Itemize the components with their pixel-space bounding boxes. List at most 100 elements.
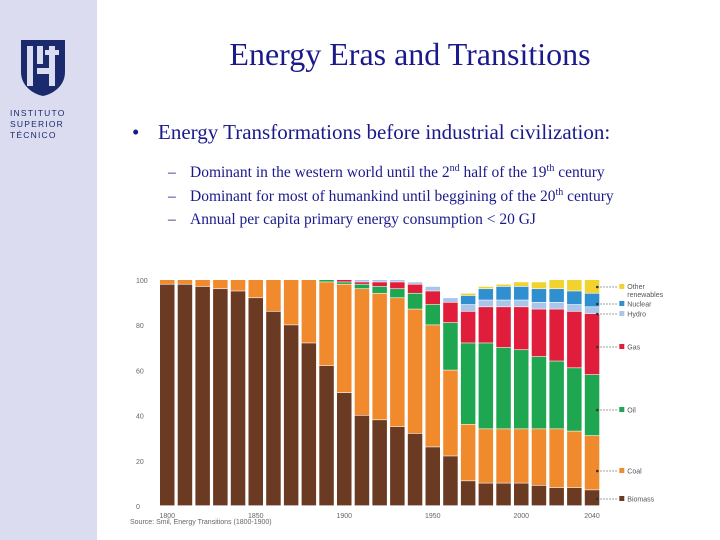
bar-segment-coal	[407, 309, 423, 434]
bar-segment-coal	[195, 280, 210, 287]
bar-segment-other-renewables	[478, 286, 494, 289]
bar-segment-hydro	[354, 280, 370, 282]
legend-dot	[596, 302, 599, 306]
bar-segment-oil	[496, 347, 511, 429]
bar-segment-oil	[407, 293, 423, 309]
bar-segment-hydro	[425, 286, 440, 291]
bar-segment-hydro	[496, 300, 511, 307]
sub-bullet: – Dominant for most of humankind until be…	[168, 187, 614, 206]
bar-segment-biomass	[230, 291, 246, 506]
sup-text: th	[555, 187, 564, 198]
legend-dot	[596, 312, 599, 316]
legend-swatch	[619, 311, 625, 316]
logo-line: TÉCNICO	[10, 130, 57, 140]
bar-segment-gas	[425, 291, 440, 305]
dash-icon: –	[168, 188, 176, 206]
sidebar: INSTITUTO SUPERIOR TÉCNICO	[0, 0, 97, 540]
bar-segment-hydro	[372, 280, 387, 282]
bar-segment-oil	[372, 286, 387, 293]
y-tick-label: 100	[136, 278, 148, 285]
bar-segment-coal	[531, 429, 547, 486]
bar-segment-coal	[390, 298, 405, 427]
bar-segment-biomass	[549, 487, 564, 506]
bar-segment-biomass	[584, 490, 600, 506]
chart-source: Source: Smil, Energy Transitions (1800-1…	[130, 519, 272, 526]
bar-segment-hydro	[584, 307, 600, 314]
legend-swatch	[619, 301, 625, 306]
bar-segment-nuclear	[496, 286, 511, 300]
dash-icon: –	[168, 211, 176, 228]
bar-segment-biomass	[443, 456, 458, 506]
bar-segment-oil	[531, 356, 547, 429]
bar-segment-biomass	[372, 420, 387, 506]
bar-segment-other-renewables	[549, 280, 564, 289]
bar-segment-biomass	[425, 447, 440, 506]
bar-segment-gas	[584, 313, 600, 375]
legend-label: Oil	[627, 408, 636, 415]
sup-text: nd	[449, 163, 460, 174]
legend-swatch	[619, 344, 625, 349]
bar-segment-coal	[301, 280, 317, 343]
bar-segment-biomass	[213, 289, 228, 506]
bar-segment-oil	[567, 368, 582, 431]
bar-segment-hydro	[478, 300, 494, 307]
bar-segment-gas	[407, 284, 423, 293]
bar-segment-biomass	[248, 298, 263, 506]
bar-segment-gas	[390, 282, 405, 289]
ist-logo-icon	[21, 40, 65, 96]
bar-segment-coal	[266, 280, 281, 312]
bar-segment-coal	[567, 431, 582, 488]
sub-text: century	[554, 164, 605, 182]
x-tick-label: 1900	[336, 513, 352, 520]
bar-segment-oil	[443, 322, 458, 370]
sub-text: century	[563, 188, 614, 206]
bar-segment-gas	[354, 282, 370, 284]
legend-label: Nuclear	[627, 302, 652, 309]
bar-segment-biomass	[354, 415, 370, 506]
bar-segment-oil	[337, 282, 352, 284]
sub-bullet: – Annual per capita primary energy consum…	[168, 211, 536, 229]
bullet-dot: •	[132, 120, 140, 144]
bar-segment-coal	[230, 280, 246, 291]
bar-segment-coal	[372, 293, 387, 420]
bar-segment-biomass	[478, 483, 494, 506]
bullet-item: • Energy Transformations before industria…	[132, 120, 610, 145]
legend-dot	[596, 285, 599, 289]
bar-segment-biomass	[301, 343, 317, 506]
y-tick-label: 80	[136, 323, 144, 330]
bar-segment-nuclear	[531, 289, 547, 302]
y-tick-label: 60	[136, 368, 144, 375]
bar-segment-biomass	[531, 485, 547, 506]
legend-label: Other	[627, 284, 645, 291]
sub-text: Dominant for most of humankind until beg…	[190, 188, 556, 206]
legend-swatch	[619, 284, 625, 289]
x-tick-label: 2040	[584, 513, 600, 520]
bar-segment-hydro	[460, 304, 476, 312]
bar-segment-biomass	[283, 325, 299, 506]
bar-segment-coal	[160, 280, 175, 284]
bar-segment-other-renewables	[496, 284, 511, 287]
slide-title: Energy Eras and Transitions	[229, 36, 591, 72]
bar-segment-biomass	[337, 393, 352, 506]
bar-segment-coal	[584, 435, 600, 490]
bar-segment-oil	[390, 289, 405, 298]
bar-segment-gas	[443, 302, 458, 323]
sub-text: Annual per capita primary energy consump…	[190, 211, 536, 228]
bar-segment-other-renewables	[531, 282, 547, 289]
bar-segment-oil	[549, 361, 564, 429]
bar-segment-gas	[549, 309, 564, 361]
x-tick-label: 1800	[159, 513, 175, 520]
bar-segment-oil	[354, 284, 370, 289]
bar-segment-hydro	[443, 298, 458, 302]
legend-dot	[596, 408, 599, 412]
bar-segment-coal	[283, 280, 299, 325]
bar-segment-hydro	[407, 282, 423, 284]
bar-segment-nuclear	[478, 289, 494, 300]
x-tick-label: 1950	[425, 513, 441, 520]
legend-swatch	[619, 407, 625, 412]
legend-label: renewables	[627, 292, 663, 299]
bar-segment-biomass	[390, 426, 405, 506]
bar-segment-other-renewables	[514, 282, 529, 287]
bar-segment-hydro	[390, 280, 405, 282]
bar-segment-biomass	[319, 365, 334, 506]
